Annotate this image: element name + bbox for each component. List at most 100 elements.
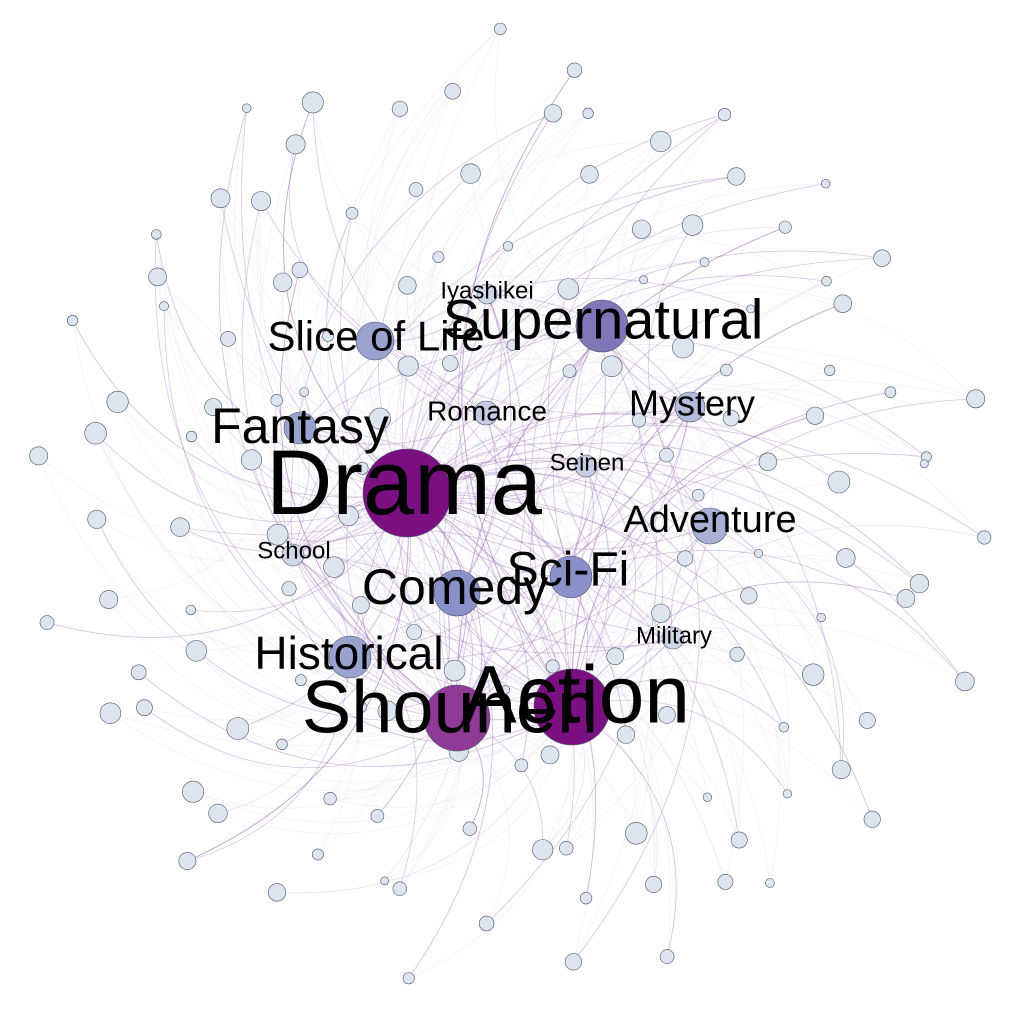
graph-edge [154, 233, 458, 719]
graph-edge [192, 717, 458, 809]
graph-node [130, 664, 147, 681]
graph-edge [190, 609, 458, 727]
graph-edge [456, 226, 786, 719]
hub-edge [456, 406, 691, 594]
graph-node [208, 803, 228, 824]
graph-edge [117, 401, 458, 596]
graph-edge [46, 492, 408, 638]
graph-node [740, 587, 758, 605]
graph-edge [406, 492, 596, 899]
graph-edge [456, 453, 927, 719]
hub-node-supernatural [575, 299, 629, 353]
graph-edge [406, 382, 927, 494]
graph-edge [302, 28, 501, 658]
graph-node [148, 267, 167, 287]
graph-edge [38, 455, 458, 720]
graph-edge [494, 28, 691, 408]
graph-edge [179, 526, 458, 719]
graph-edge [406, 492, 530, 766]
hub-label-military: Military [636, 623, 712, 650]
graph-edge [470, 173, 691, 408]
graph-node [136, 699, 153, 717]
hub-label-supernatural: Supernatural [443, 288, 764, 351]
graph-node [281, 581, 297, 597]
graph-edge [439, 370, 570, 719]
graph-node [241, 449, 263, 471]
hub-node-school [281, 543, 305, 567]
hub-edge [570, 406, 691, 578]
graph-edge [377, 173, 472, 494]
graph-edge [571, 303, 844, 708]
graph-edge [237, 412, 487, 729]
graph-edge [95, 432, 408, 523]
graph-edge [96, 519, 351, 660]
hub-node-layer [281, 283, 729, 752]
graph-node [151, 229, 162, 240]
graph-edge [329, 406, 691, 799]
graph-edge [384, 706, 573, 882]
hub-edge [299, 427, 572, 578]
graph-node [462, 821, 477, 836]
graph-edge [571, 581, 907, 708]
hub-node-action [533, 668, 611, 746]
graph-node [242, 103, 252, 113]
graph-edge [406, 492, 575, 849]
graph-edge [290, 112, 554, 556]
graph-edge [689, 406, 762, 554]
graph-edge [570, 280, 827, 708]
graph-edge [585, 465, 842, 770]
graph-edge [552, 347, 684, 708]
graph-node [66, 314, 79, 327]
graph-edge [186, 492, 409, 862]
graph-node [802, 663, 825, 686]
graph-edge [108, 427, 301, 600]
graph-node [824, 364, 836, 377]
graph-edge [220, 198, 573, 708]
graph-node [159, 301, 169, 312]
graph-node [557, 278, 579, 300]
graph-node [210, 188, 231, 209]
graph-edge [571, 461, 769, 708]
graph-node [345, 206, 359, 220]
graph-edge [406, 413, 769, 494]
graph-node [966, 389, 986, 409]
graph-edge [486, 236, 844, 304]
graph-edge [601, 291, 976, 400]
graph-node [99, 702, 122, 724]
hub-edge [456, 592, 674, 648]
graph-edge [196, 650, 573, 748]
graph-edge [192, 706, 573, 823]
graph-edge [299, 278, 752, 429]
graph-node [406, 624, 423, 640]
graph-node [204, 398, 223, 417]
hub-node-romance [473, 400, 499, 426]
graph-edge [672, 637, 788, 795]
graph-edge [448, 366, 612, 719]
graph-node [299, 387, 310, 397]
graph-edge [348, 515, 573, 708]
hub-label-drama: Drama [266, 432, 543, 534]
graph-node [323, 791, 337, 806]
graph-node [285, 134, 306, 155]
graph-edge [349, 257, 883, 658]
graph-node [806, 406, 825, 425]
graph-edge [143, 707, 458, 769]
graph-edge [571, 661, 868, 721]
graph-edge [456, 686, 873, 820]
graph-edge [406, 473, 750, 597]
graph-edge [377, 492, 450, 817]
graph-edge [191, 436, 351, 658]
graph-edge [406, 442, 920, 585]
graph-edge [327, 335, 573, 708]
graph-edge [509, 344, 674, 639]
graph-edge [406, 469, 822, 618]
graph-edge [512, 141, 662, 708]
graph-edge [234, 107, 458, 594]
graph-node [600, 355, 623, 378]
graph-edge [647, 224, 711, 527]
hub-node-drama [362, 448, 452, 538]
graph-node [402, 972, 415, 985]
graph-node [727, 167, 746, 186]
graph-edge [186, 492, 409, 862]
graph-edge [138, 671, 573, 767]
